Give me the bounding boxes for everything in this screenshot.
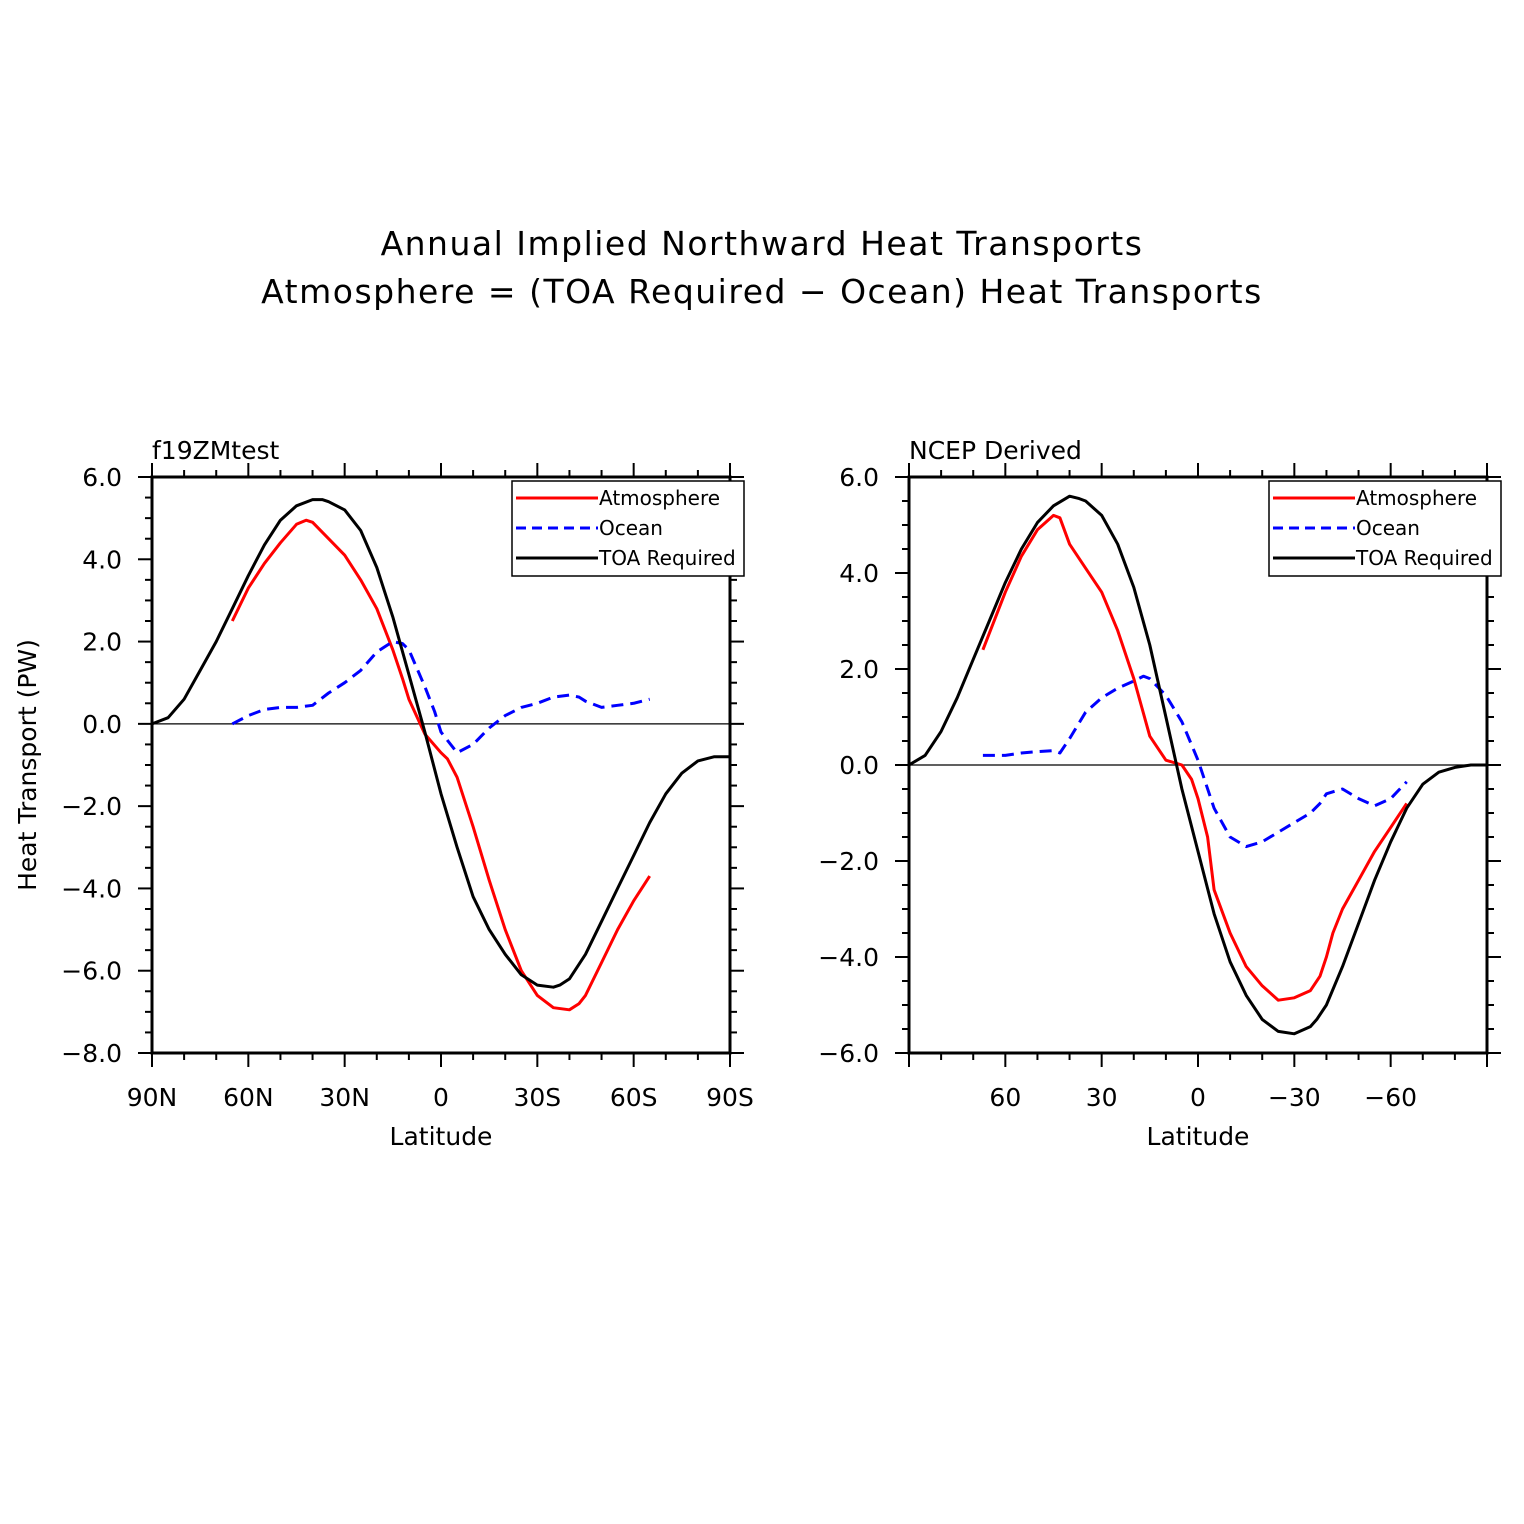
x-tick-label: 60N	[223, 1083, 274, 1112]
legend: Atmosphere Ocean TOA Required	[511, 480, 745, 577]
x-tick-label: −30	[1268, 1083, 1321, 1112]
y-tick-label: 6.0	[839, 463, 879, 492]
x-tick-label: 30S	[513, 1083, 561, 1112]
y-tick-label: −4.0	[818, 943, 879, 972]
y-tick-label: 2.0	[839, 655, 879, 684]
y-tick-label: 2.0	[82, 628, 122, 657]
panel-title: NCEP Derived	[909, 436, 1082, 465]
legend-label: Atmosphere	[599, 486, 720, 510]
y-tick-label: −4.0	[61, 874, 122, 903]
y-tick-label: −2.0	[61, 792, 122, 821]
series-line-toa-required	[908, 494, 1487, 1036]
legend-label: TOA Required	[598, 546, 736, 570]
legend-label: Ocean	[599, 516, 663, 540]
x-tick-label: 60	[989, 1083, 1021, 1112]
series-line-toa-required	[151, 498, 730, 989]
legend-label: Atmosphere	[1356, 486, 1477, 510]
panel-title: f19ZMtest	[152, 436, 280, 465]
y-tick-label: −8.0	[61, 1039, 122, 1068]
chart-title-line-1: Annual Implied Northward Heat Transports	[380, 224, 1144, 263]
legend-label: TOA Required	[1355, 546, 1493, 570]
x-tick-label: 60S	[610, 1083, 658, 1112]
series-line-atmosphere	[230, 518, 651, 1012]
x-tick-label: −60	[1364, 1083, 1417, 1112]
y-tick-label: 0.0	[82, 710, 122, 739]
y-tick-label: 0.0	[839, 751, 879, 780]
x-tick-label: 30	[1086, 1083, 1118, 1112]
x-axis-label: Latitude	[1147, 1122, 1250, 1151]
y-axis-label: Heat Transport (PW)	[13, 639, 42, 891]
chart-title-line-2: Atmosphere = (TOA Required − Ocean) Heat…	[261, 272, 1263, 311]
y-tick-label: −6.0	[818, 1039, 879, 1068]
y-tick-label: −6.0	[61, 957, 122, 986]
x-tick-label: 90N	[127, 1083, 178, 1112]
x-tick-label: 0	[1190, 1083, 1206, 1112]
legend: Atmosphere Ocean TOA Required	[1268, 480, 1502, 577]
panel-2: 6.0 4.0 2.0 0.0 −2.0 −4.0 −6.0 60 30 0 −30 −60 Latit…	[818, 436, 1502, 1151]
y-tick-label: −2.0	[818, 847, 879, 876]
x-tick-label: 90S	[706, 1083, 754, 1112]
series-line-ocean	[231, 640, 651, 755]
y-tick-label: 4.0	[82, 545, 122, 574]
x-tick-label: 30N	[319, 1083, 370, 1112]
x-axis-label: Latitude	[390, 1122, 493, 1151]
legend-label: Ocean	[1356, 516, 1420, 540]
y-tick-label: 4.0	[839, 559, 879, 588]
y-tick-label: 6.0	[82, 463, 122, 492]
series-line-ocean	[982, 674, 1408, 849]
series-line-atmosphere	[981, 513, 1408, 1002]
x-tick-label: 0	[433, 1083, 449, 1112]
